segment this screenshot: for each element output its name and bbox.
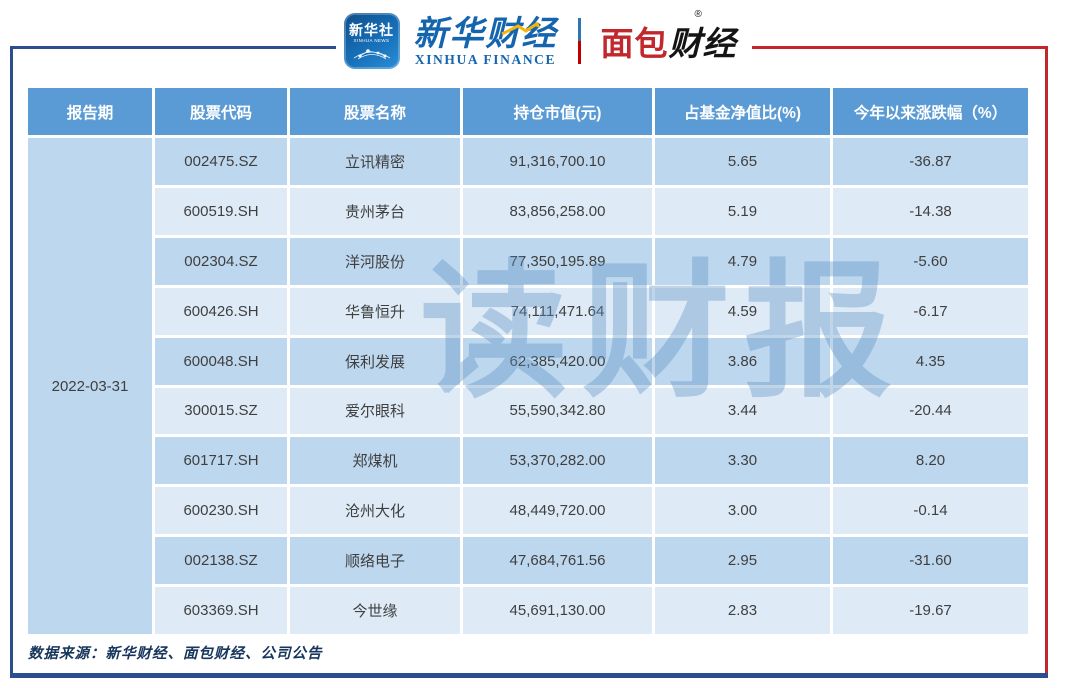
report-period-cell: 2022-03-31 — [28, 138, 152, 634]
ytd-change-cell: -5.60 — [833, 237, 1028, 285]
frame-top-line-right — [752, 46, 1048, 49]
mianbao-finance-logo: 面包 财经 ® — [600, 9, 737, 65]
market-value-cell: 45,691,130.00 — [463, 587, 652, 634]
stock-name-cell: 华鲁恒升 — [290, 287, 460, 335]
stock-name-cell: 沧州大化 — [290, 487, 460, 535]
stock-code-cell: 600519.SH — [155, 187, 287, 235]
nav-pct-cell: 2.95 — [655, 537, 830, 585]
stock-code-cell: 601717.SH — [155, 437, 287, 485]
xinhua-finance-logo: 新华财经 XINHUA FINANCE — [414, 16, 558, 67]
stock-code-cell: 002304.SZ — [155, 237, 287, 285]
frame-left-border — [10, 46, 13, 678]
logo-band: 新华社 XINHUA NEWS 新华财经 — [0, 6, 1080, 76]
ytd-change-cell: -14.38 — [833, 187, 1028, 235]
xinhua-news-logo-text: 新华社 — [349, 21, 394, 38]
market-value-cell: 74,111,471.64 — [463, 287, 652, 335]
holdings-table: 报告期 股票代码 股票名称 持仓市值(元) 占基金净值比(%) 今年以来涨跌幅（… — [28, 88, 1028, 634]
market-value-cell: 48,449,720.00 — [463, 487, 652, 535]
nav-pct-cell: 3.00 — [655, 487, 830, 535]
stock-code-cell: 600230.SH — [155, 487, 287, 535]
market-value-cell: 55,590,342.80 — [463, 387, 652, 435]
col-header-stock-code: 股票代码 — [155, 88, 287, 135]
xinhua-news-logo-subtext: XINHUA NEWS — [353, 37, 390, 43]
ytd-change-cell: -6.17 — [833, 287, 1028, 335]
mianbao-logo-red-text: 面包 — [600, 25, 669, 62]
stock-name-cell: 保利发展 — [290, 337, 460, 385]
mianbao-logo-black-text: 财经 — [668, 25, 737, 62]
nav-pct-cell: 3.86 — [655, 337, 830, 385]
stock-code-cell: 603369.SH — [155, 587, 287, 634]
logo-divider — [577, 18, 581, 64]
market-value-cell: 91,316,700.10 — [463, 138, 652, 185]
stock-code-cell: 002475.SZ — [155, 138, 287, 185]
market-value-cell: 62,385,420.00 — [463, 337, 652, 385]
lightning-icon — [500, 21, 540, 35]
stock-code-cell: 002138.SZ — [155, 537, 287, 585]
col-header-ytd-change: 今年以来涨跌幅（%） — [833, 88, 1028, 135]
col-header-stock-name: 股票名称 — [290, 88, 460, 135]
nav-pct-cell: 5.65 — [655, 138, 830, 185]
col-header-market-value: 持仓市值(元) — [463, 88, 652, 135]
xinhua-news-logo: 新华社 XINHUA NEWS — [343, 13, 400, 69]
ytd-change-cell: -31.60 — [833, 537, 1028, 585]
ytd-change-cell: 8.20 — [833, 437, 1028, 485]
registered-mark-icon: ® — [694, 9, 702, 20]
stock-name-cell: 顺络电子 — [290, 537, 460, 585]
stock-code-cell: 300015.SZ — [155, 387, 287, 435]
col-header-report-period: 报告期 — [28, 88, 152, 135]
ytd-change-cell: -0.14 — [833, 487, 1028, 535]
stock-code-cell: 600426.SH — [155, 287, 287, 335]
frame-top-line-left — [10, 46, 336, 49]
frame-bottom-border — [10, 673, 1048, 678]
frame-right-border — [1045, 46, 1048, 675]
xinhua-finance-en: XINHUA FINANCE — [414, 51, 557, 67]
market-value-cell: 53,370,282.00 — [463, 437, 652, 485]
network-globe-icon — [353, 48, 390, 59]
nav-pct-cell: 5.19 — [655, 187, 830, 235]
stock-name-cell: 今世缘 — [290, 587, 460, 634]
stock-name-cell: 郑煤机 — [290, 437, 460, 485]
nav-pct-cell: 4.59 — [655, 287, 830, 335]
stock-name-cell: 贵州茅台 — [290, 187, 460, 235]
market-value-cell: 47,684,761.56 — [463, 537, 652, 585]
col-header-nav-pct: 占基金净值比(%) — [655, 88, 830, 135]
ytd-change-cell: -20.44 — [833, 387, 1028, 435]
market-value-cell: 77,350,195.89 — [463, 237, 652, 285]
nav-pct-cell: 3.44 — [655, 387, 830, 435]
stock-name-cell: 爱尔眼科 — [290, 387, 460, 435]
ytd-change-cell: -19.67 — [833, 587, 1028, 634]
nav-pct-cell: 4.79 — [655, 237, 830, 285]
nav-pct-cell: 3.30 — [655, 437, 830, 485]
ytd-change-cell: -36.87 — [833, 138, 1028, 185]
stock-name-cell: 洋河股份 — [290, 237, 460, 285]
market-value-cell: 83,856,258.00 — [463, 187, 652, 235]
stock-name-cell: 立讯精密 — [290, 138, 460, 185]
xinhua-finance-cn: 新华财经 — [413, 14, 558, 53]
stock-code-cell: 600048.SH — [155, 337, 287, 385]
data-source-note: 数据来源：新华财经、面包财经、公司公告 — [28, 646, 323, 662]
nav-pct-cell: 2.83 — [655, 587, 830, 634]
ytd-change-cell: 4.35 — [833, 337, 1028, 385]
